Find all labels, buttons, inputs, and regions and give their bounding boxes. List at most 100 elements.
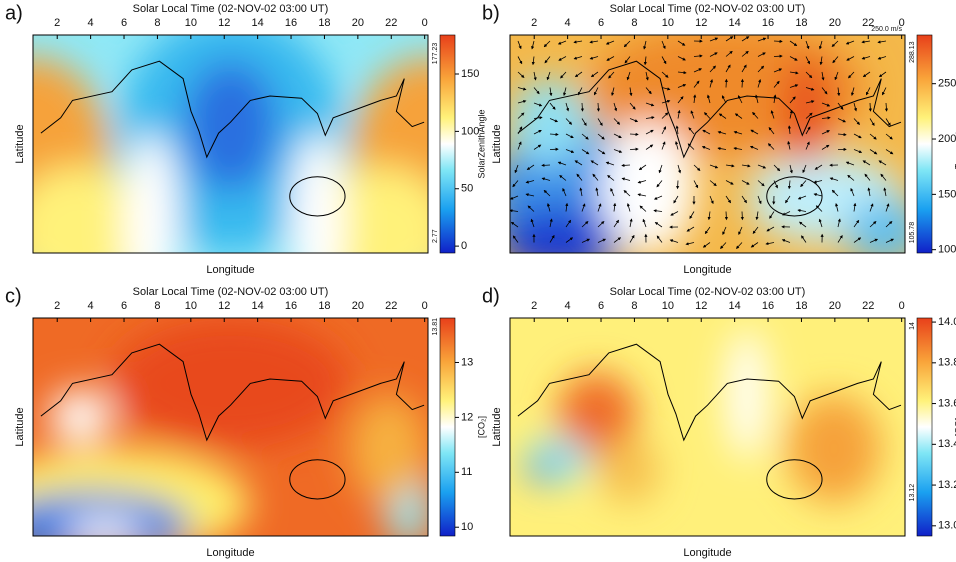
wind-arrow [789,96,796,104]
wind-arrow [709,37,719,42]
wind-arrow [741,195,747,204]
wind-arrow [773,39,783,43]
basin [289,459,346,500]
wind-arrow [757,164,767,169]
x2-tick-label: 14 [252,300,264,312]
colorbar-tick-label: 200 [938,133,956,145]
wind-arrow [869,221,877,228]
x2-tick-label: 2 [54,17,60,29]
wind-arrow [837,132,847,137]
wind-arrow [658,164,663,174]
field-blob [782,56,830,166]
wind-arrow [878,71,887,78]
wind-arrow [725,195,731,204]
wind-arrow [861,56,871,60]
wind-arrow [549,118,559,123]
wind-arrow [832,56,839,64]
field-blob [123,133,180,253]
wind-arrow [629,218,633,228]
wind-arrow [597,149,606,155]
wind-arrow [613,133,622,138]
wind-arrow [581,238,591,243]
wind-arrow [837,118,847,123]
field-blob [557,372,637,460]
wind-arrow [549,102,556,110]
colorbar-tick-label: 13.2 [938,479,956,491]
colorbar-tick-label: 100 [461,125,479,137]
wind-arrow [573,56,583,60]
wind-arrow [623,40,631,48]
wind-arrow [885,118,891,126]
wind-arrow [773,94,777,104]
colorbar [439,34,456,254]
x2-tick-label: 18 [318,300,330,312]
wind-arrow [606,56,615,61]
wind-arrow [581,133,589,140]
wind-arrow [637,180,647,184]
wind-arrow [661,112,669,119]
wind-arrow [576,173,583,181]
wind-arrow [805,56,810,65]
wind-arrow [549,218,553,228]
wind-arrow [693,180,699,189]
wind-arrow [581,149,590,155]
colorbar-tick-label: 0 [461,240,467,252]
colorbar-tick-label: 150 [461,68,479,80]
x2-tick-label: 6 [598,17,604,29]
wind-arrow [533,87,540,95]
wind-arrow [517,126,523,135]
wind-arrow [757,37,767,42]
wind-arrow [510,221,519,228]
wind-arrow [707,211,711,221]
wind-arrow [673,195,679,204]
wind-arrow [850,187,855,197]
wind-arrow [621,163,631,167]
wind-arrow [661,40,666,50]
x2-tick-label: 18 [795,17,807,29]
colorbar-label: [CO] [953,418,956,437]
wind-arrow [559,174,567,181]
wind-arrow [565,219,572,228]
wind-arrow [720,242,727,249]
wind-arrow [608,71,615,79]
wind-arrow [573,40,583,44]
colorbar-tick-label: 13.6 [938,397,956,409]
panel-label: d) [482,285,500,307]
wind-arrow [845,161,855,166]
wind-arrow [661,56,667,65]
x2-tick-label: 2 [531,300,537,312]
wind-arrow [740,78,744,88]
wind-arrow [525,193,535,197]
colorbar-range-label: 13.12 [909,484,916,502]
wind-arrow [581,203,586,212]
wind-arrow [819,56,823,66]
wind-arrow [741,50,749,57]
wind-arrow [736,242,743,249]
wind-arrow [629,118,639,123]
wind-arrow [675,140,679,150]
y-label: Latitude [14,407,26,446]
x2-tick-label: 10 [185,17,197,29]
wind-arrow [749,145,759,150]
wind-arrow [785,195,791,204]
wind-arrow [642,218,647,228]
wind-arrow [869,133,877,140]
wind-arrow [773,180,778,189]
wind-arrow [597,238,607,243]
wind-arrow [654,221,663,228]
wind-arrow [837,87,841,97]
wind-arrow [869,203,874,212]
wind-arrow [741,64,747,73]
wind-arrow [629,87,633,97]
wind-arrow [864,173,871,181]
colorbar-tick-label: 13.8 [938,357,956,369]
wind-arrow [517,141,522,150]
wind-arrow [821,102,831,107]
wind-arrow [789,164,793,174]
wind-arrow [517,71,525,78]
wind-arrow [757,65,765,73]
wind-arrow [853,133,862,139]
wind-arrow [597,133,605,140]
colorbar [439,317,456,537]
field-blobs [33,35,428,253]
